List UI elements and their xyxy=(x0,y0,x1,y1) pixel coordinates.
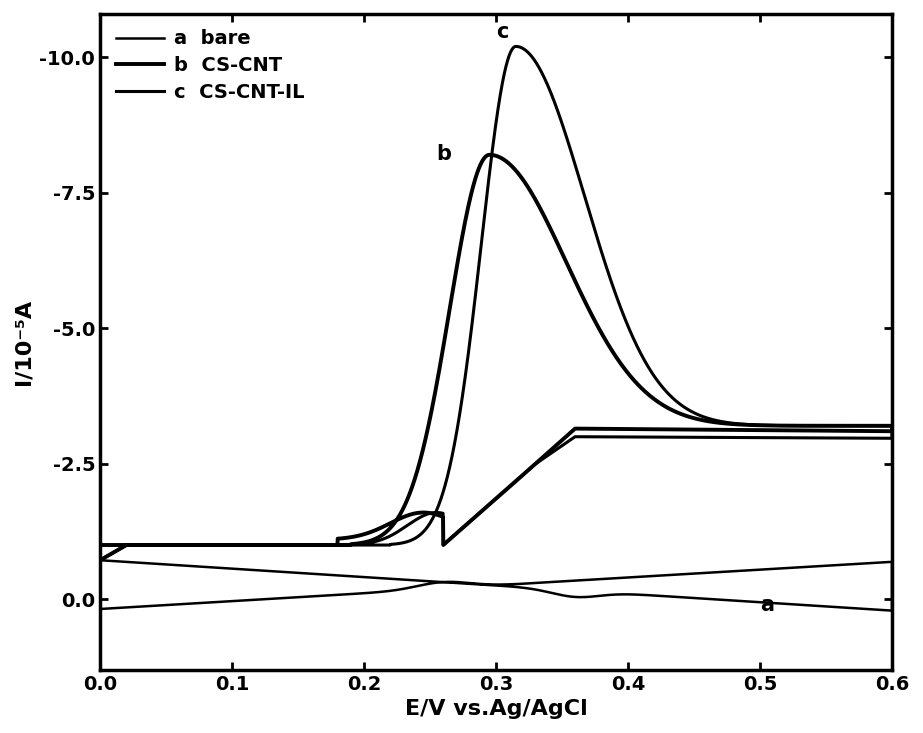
a  bare xyxy=(94,556,105,564)
c  CS-CNT-IL xyxy=(691,410,702,419)
Line: b  CS-CNT: b CS-CNT xyxy=(100,155,892,560)
X-axis label: E/V vs.Ag/AgCl: E/V vs.Ag/AgCl xyxy=(404,699,587,719)
c  CS-CNT-IL xyxy=(805,421,816,430)
Text: c: c xyxy=(496,22,509,43)
a  bare xyxy=(629,590,640,599)
Line: a  bare: a bare xyxy=(100,560,892,611)
b  CS-CNT xyxy=(107,541,118,550)
b  CS-CNT xyxy=(94,541,105,550)
c  CS-CNT-IL xyxy=(107,541,118,550)
b  CS-CNT xyxy=(805,421,816,430)
c  CS-CNT-IL xyxy=(94,556,105,564)
a  bare xyxy=(812,562,823,571)
Legend: a  bare, b  CS-CNT, c  CS-CNT-IL: a bare, b CS-CNT, c CS-CNT-IL xyxy=(110,23,310,108)
c  CS-CNT-IL xyxy=(510,42,521,51)
Text: a: a xyxy=(760,595,774,615)
c  CS-CNT-IL xyxy=(471,283,482,292)
b  CS-CNT xyxy=(471,171,482,180)
a  bare xyxy=(886,606,897,615)
b  CS-CNT xyxy=(462,204,473,213)
a  bare xyxy=(845,560,857,569)
b  CS-CNT xyxy=(479,153,490,162)
a  bare xyxy=(94,605,105,614)
b  CS-CNT xyxy=(484,150,495,159)
Line: c  CS-CNT-IL: c CS-CNT-IL xyxy=(100,46,892,560)
a  bare xyxy=(305,570,316,578)
a  bare xyxy=(782,600,793,608)
Y-axis label: I/10⁻⁵A: I/10⁻⁵A xyxy=(14,299,34,385)
a  bare xyxy=(362,572,373,581)
b  CS-CNT xyxy=(94,556,105,564)
c  CS-CNT-IL xyxy=(94,541,105,550)
Text: b: b xyxy=(437,144,451,164)
b  CS-CNT xyxy=(691,415,702,424)
c  CS-CNT-IL xyxy=(462,353,473,361)
c  CS-CNT-IL xyxy=(479,212,490,221)
